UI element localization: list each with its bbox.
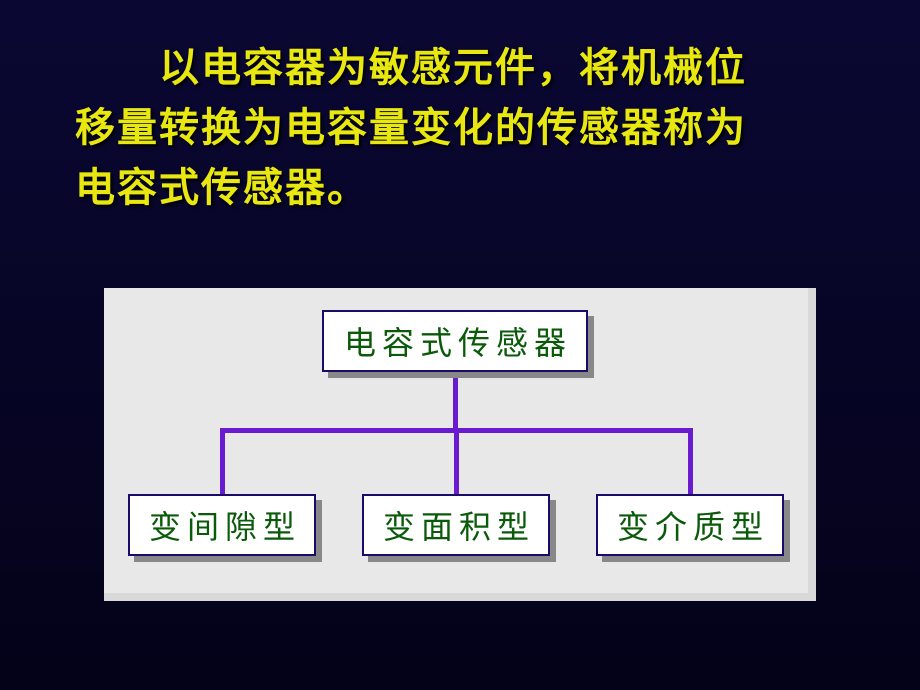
child-label: 变间隙型 xyxy=(143,502,301,548)
child-label: 变面积型 xyxy=(377,502,535,548)
child-node: 变间隙型 xyxy=(128,494,316,556)
root-label: 电容式传感器 xyxy=(338,318,572,364)
connector-line xyxy=(688,428,693,494)
intro-line-3: 电容式传感器。 xyxy=(75,158,860,218)
root-node: 电容式传感器 xyxy=(322,310,588,372)
diagram-panel: 电容式传感器 变间隙型 变面积型 变介质型 xyxy=(104,288,816,601)
intro-paragraph: 以电容器为敏感元件，将机械位 移量转换为电容量变化的传感器称为 电容式传感器。 xyxy=(75,38,860,218)
connector-line xyxy=(453,372,458,433)
intro-line-1: 以电容器为敏感元件，将机械位 xyxy=(75,38,860,98)
intro-line-2: 移量转换为电容量变化的传感器称为 xyxy=(75,98,860,158)
diagram-inner: 电容式传感器 变间隙型 变面积型 变介质型 xyxy=(104,288,808,593)
child-node: 变介质型 xyxy=(596,494,784,556)
child-node: 变面积型 xyxy=(362,494,550,556)
connector-line xyxy=(454,428,459,494)
child-label: 变介质型 xyxy=(611,502,769,548)
connector-line xyxy=(220,428,225,494)
